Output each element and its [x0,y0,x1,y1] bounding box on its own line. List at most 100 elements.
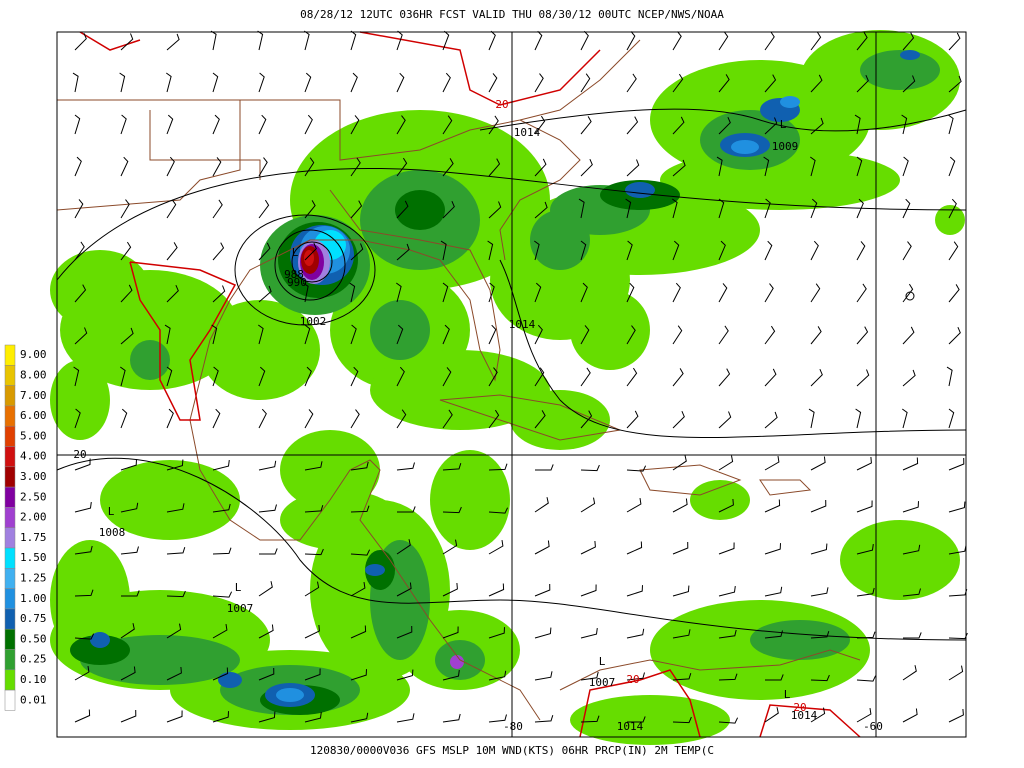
wind-barb [580,116,592,135]
wind-barb [948,665,964,681]
wind-barb [764,283,774,303]
wind-barb [580,540,596,555]
temp-contour [79,31,141,51]
wind-barb [396,324,404,345]
wind-barb [718,368,731,387]
precip-area [570,695,730,745]
wind-barb [902,457,919,471]
legend-label: 7.00 [20,389,47,402]
wind-barb [258,324,264,345]
wind-barb [120,284,133,303]
geography [56,39,861,721]
wind-barb [718,673,738,681]
wind-barb [304,712,322,723]
wind-barb [534,324,543,345]
wind-barb [120,666,136,681]
wind-barb [120,366,126,387]
wind-barb [258,114,267,135]
wind-barb [396,462,415,471]
precip-area [200,300,320,400]
legend-swatch [4,446,16,468]
wind-barb [810,499,827,513]
wind-barb [810,543,828,555]
low-marker: L [235,581,242,594]
wind-barb [120,241,132,261]
wind-barb [534,73,544,93]
wind-barb [304,114,313,135]
wind-barb [164,324,171,345]
footer-caption: 120830/0000V036 GFS MSLP 10M WND(KTS) 06… [310,744,714,757]
legend-swatch [4,689,16,711]
wind-barb [534,158,547,177]
wind-barb [212,242,225,261]
wind-barb [488,540,504,555]
precip-area [731,140,759,154]
wind-barb [488,282,495,303]
wind-barb [166,408,174,429]
wind-barb [166,114,174,135]
coastline [189,189,501,421]
low-marker: L [599,655,606,668]
wind-barb [396,243,410,261]
wind-barb [808,408,815,429]
wind-barb [258,199,270,219]
wind-barb [764,630,783,639]
wind-barb [902,665,917,681]
wind-barb [120,199,130,219]
wind-barb [902,198,911,219]
wind-barb [119,72,126,93]
wind-barbs [72,30,968,724]
wind-barb [442,409,453,429]
wind-barb [304,668,321,681]
wind-barb [901,114,908,135]
wind-barb [212,366,219,387]
wind-barb [166,156,175,177]
wind-barb [488,627,505,639]
temp-contour [359,31,601,106]
wind-barb [856,708,872,723]
wind-barb [856,544,874,555]
contour-label: 1007 [227,602,254,615]
wind-barb [74,241,85,261]
wind-barb [672,498,688,513]
wind-barb [856,326,869,345]
wind-barb [948,75,962,93]
legend-label: 0.25 [20,653,47,666]
wind-barb [120,546,139,555]
wind-barb [672,240,680,261]
wind-barb [212,114,220,135]
wind-barb [259,548,278,555]
wind-barb [718,411,732,429]
wind-barb [212,460,230,471]
legend-swatch [4,649,16,671]
wind-barb [626,672,645,681]
wind-barb [258,242,271,261]
precip-area [370,350,550,430]
precip-area [365,564,385,576]
wind-barb [397,506,416,513]
wind-barb [258,366,266,387]
wind-barb [442,201,455,219]
precip-area [130,340,170,380]
wind-barb [902,75,916,93]
wind-barb [764,368,777,387]
legend-swatch [4,486,16,508]
wind-barb [810,674,830,682]
wind-barb [763,156,770,177]
wind-barb [350,200,363,219]
precip-area [900,50,920,60]
wind-barb [166,72,172,93]
wind-barb [856,500,873,513]
wind-barb [74,666,90,681]
wind-barb [626,541,643,555]
wind-barb [488,714,507,723]
wind-barb [396,713,415,723]
wind-barb [948,632,968,640]
wind-barb [855,408,862,429]
wind-barb [442,539,458,555]
wind-barb [212,157,222,177]
wind-barb [350,669,367,681]
precip-area [50,250,150,330]
legend-swatch [4,628,16,650]
wind-barb [672,673,692,681]
